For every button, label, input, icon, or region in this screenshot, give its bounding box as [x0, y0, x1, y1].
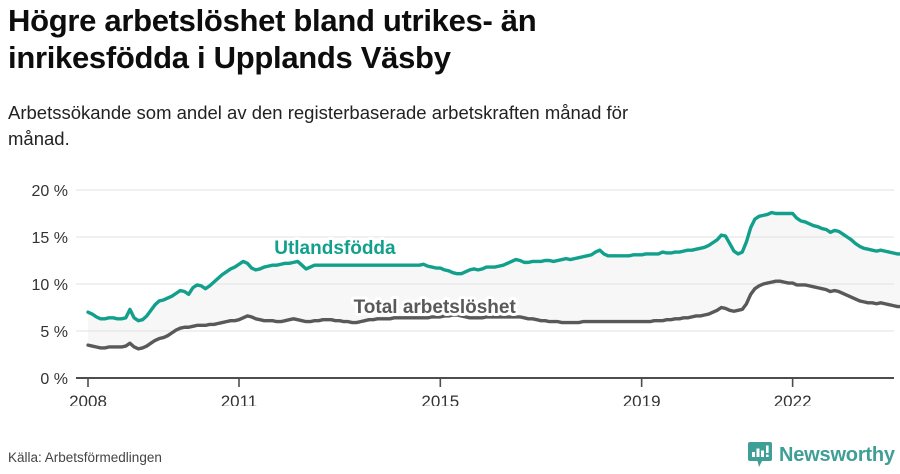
x-axis-tick-label: 2008 — [69, 392, 107, 406]
x-axis-tick-label: 2022 — [774, 392, 812, 406]
y-axis-tick-label: 0 % — [40, 371, 68, 388]
series-label-halo: Utlandsfödda — [274, 238, 396, 259]
x-axis-tick-label: 2015 — [421, 392, 459, 406]
logo-wordmark: Newsworthy — [779, 444, 895, 466]
bar-chart-speech-bubble-icon — [748, 442, 772, 467]
chart-container: 0 %5 %10 %15 %20 %2008201120152019202213… — [0, 168, 900, 406]
series-label-halo: Total arbetslöshet — [354, 297, 517, 318]
series-line-utlandsfodda — [86, 210, 900, 323]
y-axis-tick-label: 5 % — [40, 324, 68, 341]
line-chart: 0 %5 %10 %15 %20 %2008201120152019202213… — [32, 183, 900, 406]
newsworthy-logo[interactable]: Newsworthy — [748, 440, 895, 470]
series-label-total: Total arbetslöshet — [354, 297, 517, 318]
y-axis-tick-label: 20 % — [32, 183, 68, 200]
page-subtitle: Arbetssökande som andel av den registerb… — [8, 102, 629, 149]
y-axis-tick-label: 10 % — [32, 277, 68, 294]
x-axis-tick-label: 2019 — [623, 392, 661, 406]
x-axis-tick-label: 2011 — [221, 392, 258, 406]
source-note: Källa: Arbetsförmedlingen — [8, 450, 162, 465]
page-title: Högre arbetslöshet bland utrikes- än inr… — [8, 3, 537, 75]
series-line-total — [86, 279, 900, 351]
series-label-utlandsfodda: Utlandsfödda — [274, 238, 396, 259]
y-axis-tick-label: 15 % — [32, 230, 68, 247]
